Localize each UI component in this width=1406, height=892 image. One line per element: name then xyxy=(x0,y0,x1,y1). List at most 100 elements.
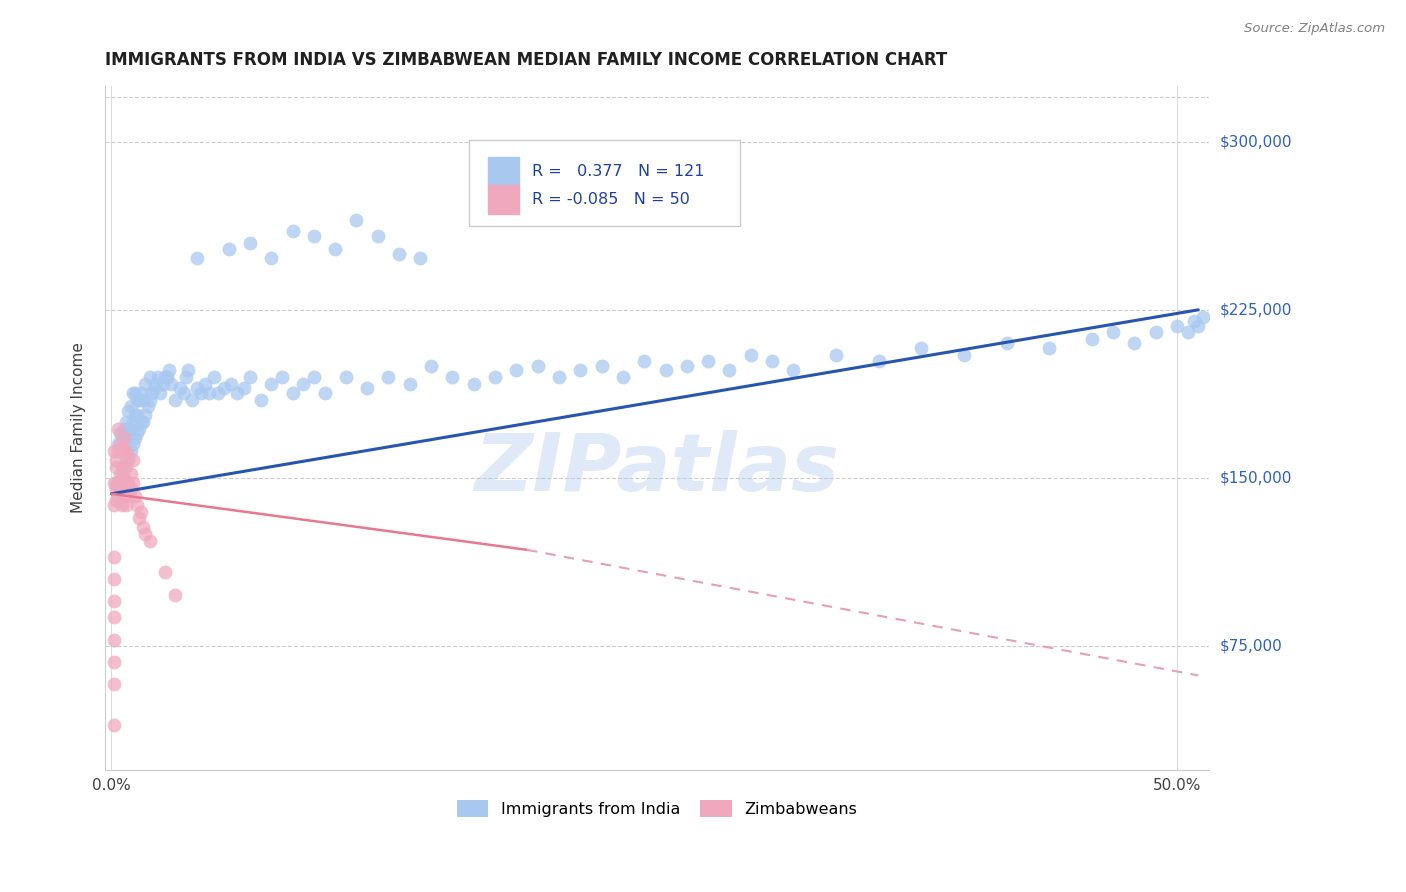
Point xyxy=(160,376,183,391)
Point xyxy=(108,483,131,497)
Point xyxy=(125,426,148,441)
Point xyxy=(281,385,304,400)
Point xyxy=(103,444,125,458)
Point xyxy=(173,385,195,400)
Point xyxy=(177,363,200,377)
Point xyxy=(226,385,249,400)
Point xyxy=(121,385,143,400)
Point xyxy=(134,527,156,541)
Text: $300,000: $300,000 xyxy=(1220,134,1292,149)
Point xyxy=(103,655,125,669)
Point xyxy=(526,359,548,373)
Point xyxy=(134,376,156,391)
Point xyxy=(323,242,346,256)
Point xyxy=(1102,325,1125,339)
Point xyxy=(117,453,139,467)
Point xyxy=(108,426,131,441)
Point xyxy=(718,363,741,377)
Point xyxy=(591,359,613,373)
Point xyxy=(995,336,1018,351)
Point xyxy=(120,483,142,497)
Point xyxy=(115,431,138,445)
Point xyxy=(128,511,150,525)
Point xyxy=(157,363,180,377)
Point xyxy=(398,376,420,391)
Point xyxy=(569,363,592,377)
Point xyxy=(335,370,357,384)
Point xyxy=(548,370,571,384)
Legend: Immigrants from India, Zimbabweans: Immigrants from India, Zimbabweans xyxy=(450,794,863,823)
Point xyxy=(136,399,159,413)
Point xyxy=(174,370,197,384)
Point xyxy=(134,409,156,423)
Point xyxy=(112,422,135,436)
Point xyxy=(103,549,125,564)
Point xyxy=(260,376,283,391)
Point xyxy=(149,385,172,400)
Point xyxy=(214,381,236,395)
Point xyxy=(111,431,134,445)
Point xyxy=(112,444,135,458)
Point xyxy=(218,242,240,256)
Point xyxy=(117,422,139,436)
Point xyxy=(181,392,204,407)
Point xyxy=(194,376,217,391)
Text: R = -0.085   N = 50: R = -0.085 N = 50 xyxy=(533,193,690,207)
Point xyxy=(120,444,142,458)
Point xyxy=(111,471,134,485)
Point xyxy=(115,475,138,490)
Point xyxy=(125,498,148,512)
Point xyxy=(103,475,125,490)
Point xyxy=(1187,318,1209,333)
Point xyxy=(124,385,146,400)
Point xyxy=(302,370,325,384)
Point xyxy=(107,422,129,436)
Point xyxy=(270,370,292,384)
Point xyxy=(654,363,676,377)
Point xyxy=(141,385,163,400)
Point xyxy=(145,376,167,391)
Point xyxy=(115,444,138,458)
Point xyxy=(108,467,131,481)
Point xyxy=(103,572,125,586)
Point xyxy=(186,381,208,395)
Point xyxy=(107,475,129,490)
Point xyxy=(1166,318,1188,333)
Text: ZIPatlas: ZIPatlas xyxy=(474,430,839,508)
Point xyxy=(505,363,527,377)
Point xyxy=(107,437,129,451)
FancyBboxPatch shape xyxy=(488,157,519,186)
Point xyxy=(232,381,254,395)
Text: $75,000: $75,000 xyxy=(1220,639,1282,654)
Point xyxy=(1038,341,1060,355)
Point xyxy=(281,224,304,238)
Point xyxy=(143,381,166,395)
Point xyxy=(132,415,155,429)
FancyBboxPatch shape xyxy=(470,140,740,226)
Point xyxy=(346,213,368,227)
Point xyxy=(190,385,212,400)
Point xyxy=(108,475,131,490)
Point xyxy=(420,359,443,373)
Point xyxy=(117,449,139,463)
Point xyxy=(115,444,138,458)
Point xyxy=(740,348,762,362)
Point xyxy=(128,422,150,436)
Point xyxy=(115,453,138,467)
Point xyxy=(675,359,697,373)
Point xyxy=(117,475,139,490)
Point xyxy=(132,392,155,407)
Point xyxy=(104,453,127,467)
Point xyxy=(697,354,720,368)
Point xyxy=(356,381,378,395)
Point xyxy=(1080,332,1102,346)
Point xyxy=(463,376,485,391)
Point xyxy=(107,489,129,503)
Text: $150,000: $150,000 xyxy=(1220,471,1292,485)
Point xyxy=(868,354,890,368)
Text: Source: ZipAtlas.com: Source: ZipAtlas.com xyxy=(1244,22,1385,36)
Point xyxy=(129,385,152,400)
Point xyxy=(292,376,315,391)
Point xyxy=(409,251,432,265)
Point xyxy=(761,354,783,368)
